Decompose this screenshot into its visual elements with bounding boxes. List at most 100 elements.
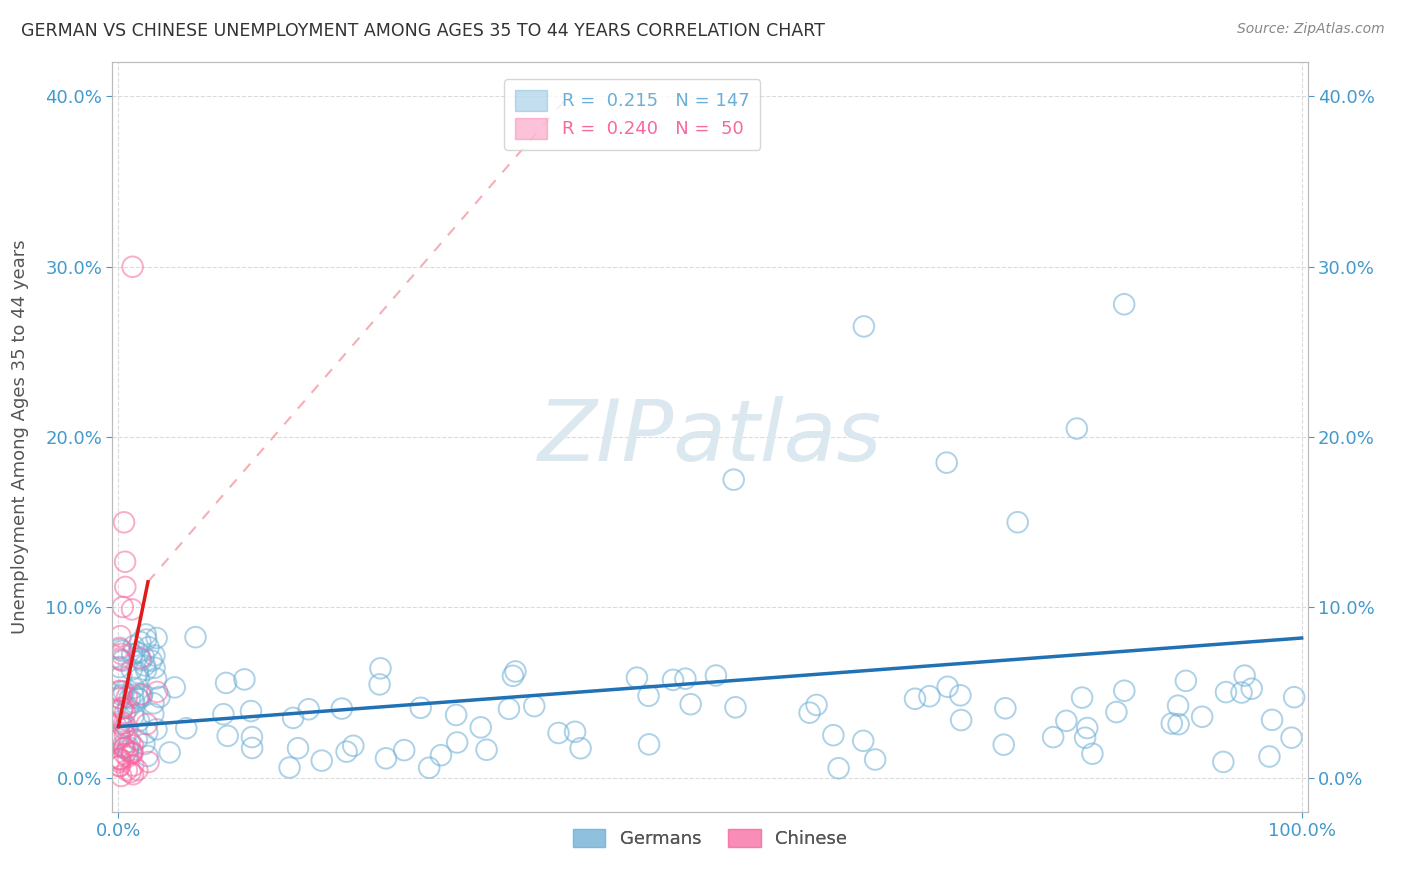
Point [1167, 717, 1189, 731]
Point [121, 647, 143, 661]
Point [287, 741, 309, 756]
Point [863, 752, 886, 766]
Point [375, 751, 398, 765]
Point [122, 639, 145, 653]
Point [108, 755, 131, 769]
Point [111, 702, 134, 716]
Point [111, 700, 134, 714]
Point [121, 260, 143, 274]
Point [138, 755, 160, 769]
Point [110, 716, 132, 731]
Point [281, 711, 304, 725]
Point [117, 740, 139, 755]
Point [128, 714, 150, 728]
Point [115, 690, 138, 704]
Point [110, 669, 132, 683]
Point [145, 631, 167, 645]
Point [108, 751, 131, 765]
Point [547, 726, 569, 740]
Point [505, 665, 527, 679]
Point [125, 732, 148, 747]
Point [298, 702, 321, 716]
Point [135, 627, 157, 641]
Point [127, 646, 149, 660]
Point [111, 600, 134, 615]
Point [823, 728, 845, 742]
Point [184, 630, 207, 644]
Point [994, 701, 1017, 715]
Point [1160, 716, 1182, 731]
Point [122, 696, 145, 710]
Point [121, 602, 143, 616]
Point [136, 725, 159, 739]
Point [117, 743, 139, 757]
Point [1281, 731, 1303, 745]
Point [136, 717, 159, 731]
Point [121, 747, 143, 761]
Point [852, 734, 875, 748]
Point [1066, 421, 1088, 435]
Y-axis label: Unemployment Among Ages 35 to 44 years: Unemployment Among Ages 35 to 44 years [10, 240, 28, 634]
Point [145, 723, 167, 737]
Point [145, 672, 167, 686]
Point [1230, 685, 1253, 699]
Point [108, 651, 131, 665]
Point [114, 555, 136, 569]
Point [827, 761, 849, 775]
Point [1167, 698, 1189, 713]
Point [114, 740, 136, 755]
Point [240, 704, 263, 718]
Point [121, 745, 143, 759]
Point [446, 735, 468, 749]
Point [502, 669, 524, 683]
Point [475, 743, 498, 757]
Point [1054, 714, 1077, 728]
Point [240, 741, 263, 756]
Point [135, 663, 157, 677]
Text: Source: ZipAtlas.com: Source: ZipAtlas.com [1237, 22, 1385, 37]
Point [108, 642, 131, 657]
Point [370, 661, 392, 675]
Point [108, 759, 131, 773]
Point [1076, 721, 1098, 735]
Point [1074, 731, 1097, 745]
Point [112, 684, 135, 698]
Point [112, 740, 135, 755]
Point [1258, 749, 1281, 764]
Point [108, 690, 131, 705]
Point [1174, 673, 1197, 688]
Point [993, 738, 1015, 752]
Point [114, 706, 136, 720]
Point [121, 739, 143, 753]
Point [115, 763, 138, 777]
Point [135, 632, 157, 647]
Point [1105, 705, 1128, 719]
Point [108, 759, 131, 773]
Point [128, 672, 150, 686]
Point [1114, 297, 1136, 311]
Point [278, 760, 301, 774]
Point [122, 688, 145, 702]
Point [564, 724, 586, 739]
Point [418, 761, 440, 775]
Point [904, 691, 927, 706]
Point [142, 696, 165, 710]
Point [430, 748, 453, 763]
Point [108, 683, 131, 698]
Point [342, 739, 364, 753]
Point [723, 473, 745, 487]
Point [110, 714, 132, 728]
Point [662, 673, 685, 687]
Point [444, 708, 467, 723]
Point [498, 702, 520, 716]
Point [679, 697, 702, 711]
Point [112, 721, 135, 735]
Point [111, 688, 134, 702]
Point [120, 765, 142, 780]
Point [212, 707, 235, 722]
Point [129, 651, 152, 665]
Point [136, 748, 159, 763]
Point [111, 739, 134, 753]
Point [110, 629, 132, 643]
Point [569, 741, 592, 756]
